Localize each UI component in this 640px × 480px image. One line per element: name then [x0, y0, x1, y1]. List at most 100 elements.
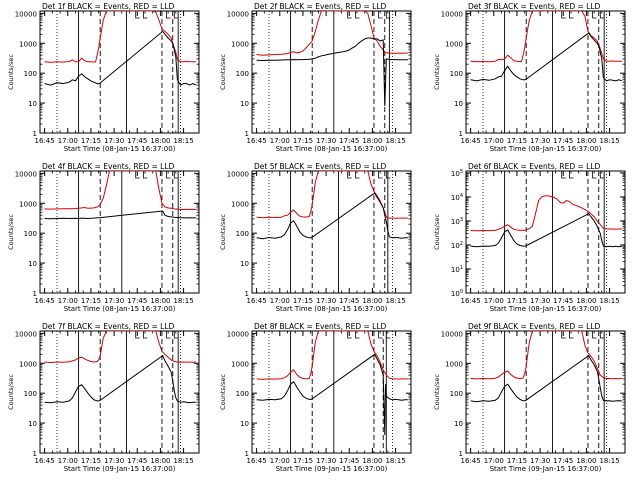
detector-panel-8: 1 10 100 1000 10000 16:45 17:00 17:15 17:30 17:45… [219, 322, 412, 473]
x-tick-label: 18:15 [173, 137, 193, 145]
y-tick-base: 10 [451, 242, 460, 250]
x-tick-label: 17:45 [553, 297, 573, 305]
x-tick-label: 18:00 [576, 297, 596, 305]
y-axis-label: Counts/sec [433, 374, 441, 410]
x-tick-label: 18:00 [362, 297, 382, 305]
y-tick-exponent: 3 [460, 217, 463, 223]
x-tick-label: 18:15 [599, 297, 619, 305]
flag-mark [385, 331, 391, 339]
x-tick-label: 17:15 [293, 137, 313, 145]
y-tick-label: 100 [236, 390, 249, 398]
x-tick-label: 18:00 [150, 297, 170, 305]
y-tick-base: 10 [451, 266, 460, 274]
x-tick-label: 16:45 [247, 297, 267, 305]
x-tick-label: 18:00 [362, 457, 382, 465]
x-tick-label: 18:00 [576, 457, 596, 465]
y-axis-label: Counts/sec [7, 214, 15, 250]
panel-title: Det 3f BLACK = Events, RED = LLD [468, 2, 601, 11]
y-tick-exponent: 1 [460, 265, 463, 271]
x-tick-label: 16:45 [247, 457, 267, 465]
flag-mark [355, 331, 360, 339]
y-tick-label: 1000 [445, 40, 463, 48]
x-tick-label: 17:00 [58, 457, 78, 465]
y-tick-base: 10 [451, 194, 460, 202]
flag-mark [599, 171, 605, 179]
x-tick-label: 18:00 [576, 137, 596, 145]
x-tick-label: 16:45 [35, 137, 55, 145]
flag-mark [166, 331, 171, 339]
y-tick-exponent: 0 [460, 289, 463, 295]
y-tick-label: 10000 [227, 330, 249, 338]
y-tick-base: 10 [451, 290, 460, 298]
x-tick-label: 17:45 [127, 297, 147, 305]
y-tick-label: 103 [451, 217, 463, 226]
x-axis-label: Start Time (08-Jan-15 16:37:00) [490, 145, 602, 153]
x-tick-label: 17:15 [507, 457, 527, 465]
plot-frame [465, 170, 626, 294]
y-tick-exponent: 2 [460, 241, 463, 247]
flag-mark [143, 171, 148, 179]
x-axis-label: Start Time (09-Jan-15 16:37:00) [276, 465, 388, 473]
x-tick-label: 17:45 [339, 457, 359, 465]
y-tick-label: 10 [240, 420, 249, 428]
x-tick-label: 18:15 [385, 457, 405, 465]
x-tick-label: 17:30 [530, 457, 550, 465]
flag-mark [569, 171, 574, 179]
x-tick-label: 17:30 [104, 457, 124, 465]
flag-mark [592, 11, 597, 19]
lld-series-line [470, 331, 622, 380]
x-tick-label: 17:30 [316, 457, 336, 465]
panel-title: Det 5f BLACK = Events, RED = LLD [254, 162, 387, 171]
x-tick-label: 17:30 [316, 297, 336, 305]
y-tick-label: 100 [450, 390, 463, 398]
y-tick-label: 100 [24, 390, 37, 398]
plot-frame [39, 10, 200, 134]
x-tick-label: 16:45 [35, 457, 55, 465]
flag-mark [347, 11, 352, 19]
events-series-line [470, 354, 622, 403]
y-tick-label: 10 [28, 420, 37, 428]
y-tick-label: 100 [24, 70, 37, 78]
y-tick-exponent: 5 [460, 169, 463, 175]
x-tick-label: 18:00 [150, 137, 170, 145]
x-tick-label: 17:45 [127, 137, 147, 145]
flag-mark [592, 331, 597, 339]
plot-frame [251, 170, 412, 294]
y-tick-label: 102 [451, 241, 463, 250]
flag-mark [592, 171, 597, 179]
lld-series-line [256, 11, 408, 56]
y-tick-label: 104 [451, 193, 463, 202]
flag-mark [599, 331, 605, 339]
lld-series-line [256, 331, 408, 380]
lld-series-line [470, 195, 622, 232]
panel-title: Det 2f BLACK = Events, RED = LLD [254, 2, 387, 11]
flag-mark [378, 331, 383, 339]
flag-mark [378, 11, 383, 19]
y-tick-label: 10000 [227, 10, 249, 18]
x-tick-label: 17:00 [270, 297, 290, 305]
x-tick-label: 17:30 [104, 297, 124, 305]
detector-panel-9: 1 10 100 1000 10000 16:45 17:00 17:15 17:30 17:45… [433, 322, 626, 473]
events-series-line [44, 210, 196, 220]
x-tick-label: 18:00 [150, 457, 170, 465]
x-tick-label: 18:15 [173, 297, 193, 305]
y-tick-label: 1 [245, 130, 249, 138]
x-tick-label: 17:15 [81, 457, 101, 465]
flag-mark [355, 171, 360, 179]
x-tick-label: 17:45 [339, 137, 359, 145]
detector-panel-2: 1 10 100 1000 10000 16:45 17:00 17:15 17:30 17:45… [219, 2, 412, 153]
panel-title: Det 8f BLACK = Events, RED = LLD [254, 322, 387, 331]
flag-mark [347, 331, 352, 339]
plot-frame [251, 330, 412, 454]
flag-mark [173, 11, 179, 19]
x-tick-label: 16:45 [461, 457, 481, 465]
flag-mark [173, 331, 179, 339]
x-tick-label: 17:00 [58, 297, 78, 305]
y-tick-label: 10000 [441, 10, 463, 18]
y-tick-label: 10 [454, 100, 463, 108]
detector-panel-5: 1 10 100 1000 10000 16:45 17:00 17:15 17:30 17:45… [219, 162, 412, 313]
x-tick-label: 17:30 [316, 137, 336, 145]
y-tick-label: 1 [33, 450, 37, 458]
y-tick-label: 1000 [19, 360, 37, 368]
